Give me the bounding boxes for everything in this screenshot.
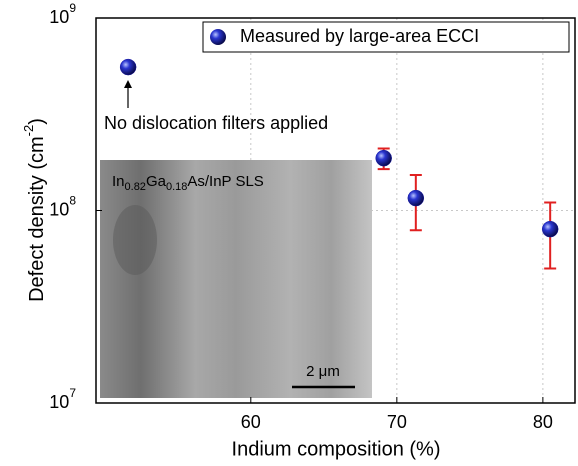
- y-tick-exponent: 7: [69, 386, 76, 400]
- y-tick-base: 10: [49, 392, 69, 412]
- x-tick-label: 80: [533, 412, 553, 432]
- y-tick-exponent: 8: [69, 194, 76, 208]
- inset-label-part: As/InP SLS: [187, 173, 263, 190]
- data-point: [120, 59, 136, 75]
- legend: Measured by large-area ECCI: [203, 22, 569, 52]
- scale-bar-label: 2 μm: [306, 363, 340, 380]
- annotation-arrowhead: [124, 80, 132, 88]
- y-axis-label-text: Defect density (cm: [26, 136, 48, 302]
- data-point: [542, 221, 558, 237]
- y-axis-label-suffix: ): [26, 118, 48, 125]
- inset-label-part: 0.82: [125, 181, 146, 193]
- micrograph-shade: [113, 205, 157, 275]
- legend-label: Measured by large-area ECCI: [240, 26, 479, 46]
- page: {"chart_data": {"type": "scatter", "xlab…: [0, 0, 578, 466]
- y-tick-label: 107: [49, 386, 76, 412]
- y-tick-exponent: 9: [69, 1, 76, 15]
- inset-label-part: 0.18: [166, 181, 187, 193]
- y-tick-label: 108: [49, 194, 76, 220]
- y-tick-base: 10: [49, 199, 69, 219]
- inset-label-part: In: [112, 173, 125, 190]
- x-tick-label: 60: [241, 412, 261, 432]
- legend-marker: [210, 29, 226, 45]
- inset-image: In0.82Ga0.18As/InP SLS 2 μm: [100, 160, 372, 398]
- annotation: No dislocation filters applied: [104, 113, 328, 133]
- y-tick-base: 10: [49, 7, 69, 27]
- data-point: [376, 150, 392, 166]
- y-axis-label: Defect density (cm-2): [21, 118, 48, 302]
- x-tick-label: 70: [387, 412, 407, 432]
- data-point: [408, 190, 424, 206]
- chart: In0.82Ga0.18As/InP SLS 2 μm Measured by …: [0, 0, 578, 466]
- x-axis-label: Indium composition (%): [232, 438, 441, 460]
- inset-label-part: Ga: [146, 173, 167, 190]
- y-tick-label: 109: [49, 1, 76, 27]
- y-axis-label-sup: -2: [21, 125, 36, 137]
